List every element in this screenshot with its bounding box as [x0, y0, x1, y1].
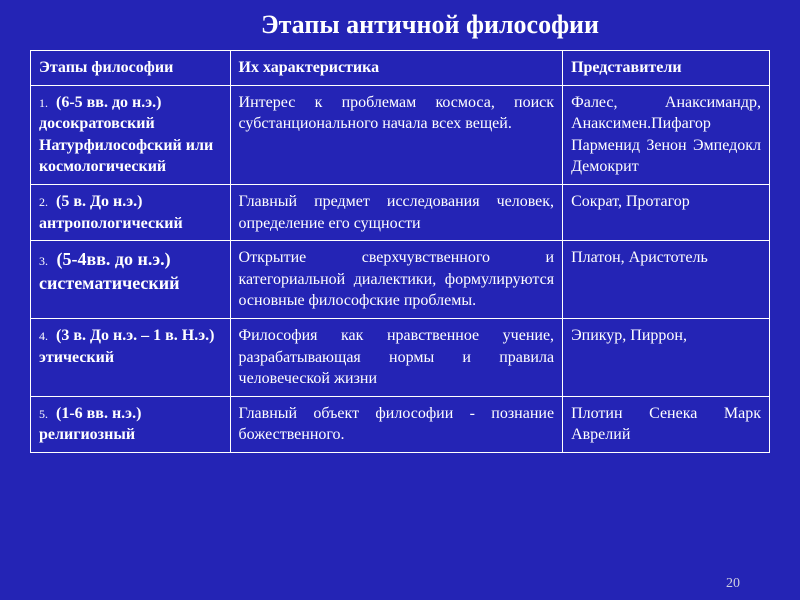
- rep-cell: Платон, Аристотель: [563, 241, 770, 319]
- stage-number: 4.: [39, 329, 48, 343]
- stage-number: 1.: [39, 96, 48, 110]
- slide-title: Этапы античной философии: [30, 10, 770, 40]
- table-row: 5. (1-6 вв. н.э.) религиозный Главный об…: [31, 396, 770, 452]
- page-number: 20: [726, 576, 740, 592]
- rep-cell: Фалес, Анаксимандр, Анаксимен.Пифагор Па…: [563, 85, 770, 184]
- desc-cell: Интерес к проблемам космоса, поиск субст…: [230, 85, 563, 184]
- stages-table: Этапы философии Их характеристика Предст…: [30, 50, 770, 453]
- table-row: 4. (3 в. До н.э. – 1 в. Н.э.) этический …: [31, 318, 770, 396]
- stage-text: (3 в. До н.э. – 1 в. Н.э.) этический: [39, 327, 214, 366]
- desc-cell: Главный предмет исследования человек, оп…: [230, 184, 563, 240]
- stage-text: (5-4вв. до н.э.) систематический: [39, 249, 180, 293]
- stage-number: 3.: [39, 254, 48, 268]
- col-header-desc: Их характеристика: [230, 51, 563, 86]
- table-row: 3. (5-4вв. до н.э.) систематический Откр…: [31, 241, 770, 319]
- stage-cell: 5. (1-6 вв. н.э.) религиозный: [31, 396, 231, 452]
- stage-number: 5.: [39, 407, 48, 421]
- desc-cell: Главный объект философии - познание боже…: [230, 396, 563, 452]
- rep-cell: Сократ, Протагор: [563, 184, 770, 240]
- rep-cell: Плотин Сенека Марк Аврелий: [563, 396, 770, 452]
- table-row: 2. (5 в. До н.э.) антропологический Глав…: [31, 184, 770, 240]
- stage-cell: 1. (6-5 вв. до н.э.) досократовский Нату…: [31, 85, 231, 184]
- desc-cell: Открытие сверхчувственного и категориаль…: [230, 241, 563, 319]
- rep-cell: Эпикур, Пиррон,: [563, 318, 770, 396]
- col-header-rep: Представители: [563, 51, 770, 86]
- col-header-stages: Этапы философии: [31, 51, 231, 86]
- table-header-row: Этапы философии Их характеристика Предст…: [31, 51, 770, 86]
- stage-cell: 2. (5 в. До н.э.) антропологический: [31, 184, 231, 240]
- stage-text: (6-5 вв. до н.э.) досократовский Натурфи…: [39, 94, 213, 176]
- stage-cell: 4. (3 в. До н.э. – 1 в. Н.э.) этический: [31, 318, 231, 396]
- desc-cell: Философия как нравственное учение, разра…: [230, 318, 563, 396]
- table-row: 1. (6-5 вв. до н.э.) досократовский Нату…: [31, 85, 770, 184]
- stage-text: (1-6 вв. н.э.) религиозный: [39, 405, 141, 444]
- stage-cell: 3. (5-4вв. до н.э.) систематический: [31, 241, 231, 319]
- stage-number: 2.: [39, 195, 48, 209]
- stage-text: (5 в. До н.э.) антропологический: [39, 193, 183, 232]
